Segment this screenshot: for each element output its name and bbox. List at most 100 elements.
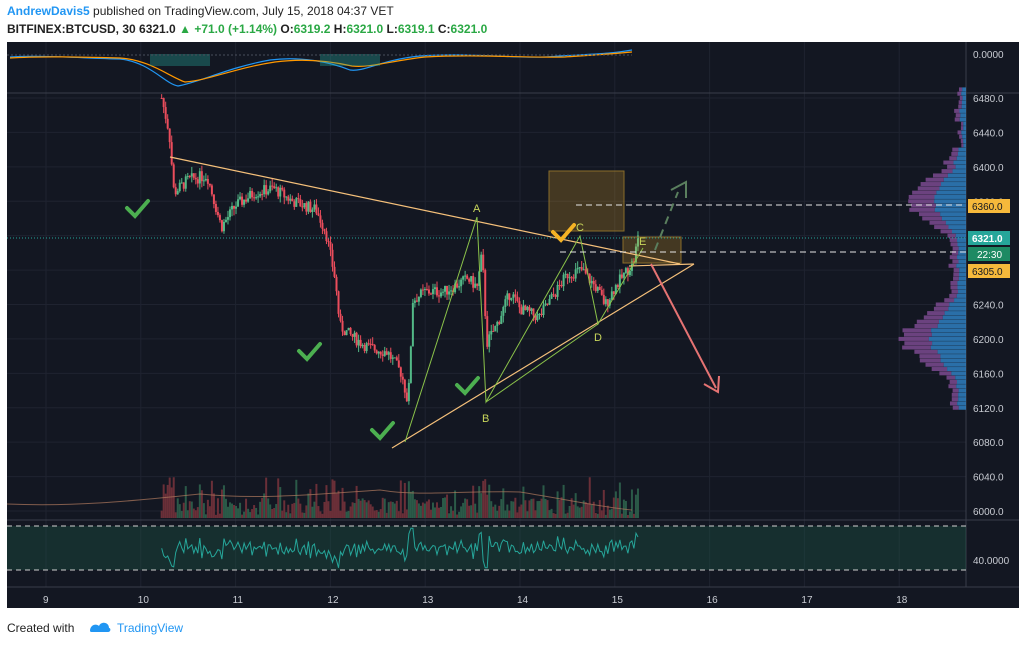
abcde-wave[interactable] xyxy=(404,216,644,443)
volume-profile-sell xyxy=(960,139,964,144)
candle-body xyxy=(241,196,244,205)
volume-profile-sell xyxy=(904,341,933,346)
volume-profile-sell xyxy=(947,233,956,238)
price-tick-label: 6200.0 xyxy=(973,335,1004,346)
volume-profile-buy xyxy=(958,397,966,402)
volume-bar xyxy=(562,484,565,518)
volume-bar xyxy=(435,502,438,518)
volume-bar xyxy=(554,513,557,518)
candle-body xyxy=(636,235,639,247)
volume-profile-buy xyxy=(963,139,966,144)
volume-bar xyxy=(375,510,378,518)
volume-profile-buy xyxy=(932,341,966,346)
volume-bar xyxy=(626,514,629,518)
volume-profile-sell xyxy=(959,134,963,139)
volume-profile-sell xyxy=(902,345,931,350)
candle-body xyxy=(387,352,390,355)
triangle-apex-line[interactable] xyxy=(628,263,695,267)
volume-bar xyxy=(220,489,223,518)
volume-bar xyxy=(313,501,316,518)
author-link[interactable]: AndrewDavis5 xyxy=(7,4,90,18)
candle-body xyxy=(405,392,408,402)
candle-body xyxy=(196,179,199,184)
candle-body xyxy=(530,308,533,311)
volume-profile-sell xyxy=(951,397,959,402)
volume-bar xyxy=(476,512,479,518)
candle-body xyxy=(602,294,605,304)
candle-body xyxy=(295,198,298,207)
candle-body xyxy=(500,315,503,324)
candle-body xyxy=(534,315,537,321)
candle-body xyxy=(327,241,330,243)
volume-bar xyxy=(194,510,197,518)
candle-body xyxy=(572,277,575,279)
volume-profile-buy xyxy=(955,233,966,238)
volume-bar xyxy=(588,477,591,518)
volume-profile-buy xyxy=(943,177,966,182)
volume-bar xyxy=(331,479,334,518)
volume-bar xyxy=(379,509,382,518)
candle-body xyxy=(357,339,360,346)
candle-body xyxy=(214,203,217,212)
supply-zone-box[interactable] xyxy=(548,170,625,232)
volume-bar xyxy=(634,494,637,518)
candle-body xyxy=(353,332,356,337)
descending-trendline[interactable] xyxy=(169,156,681,265)
volume-bar xyxy=(335,493,338,518)
volume-bar xyxy=(345,511,348,518)
tradingview-logo-icon[interactable] xyxy=(88,619,112,635)
candle-body xyxy=(433,287,436,290)
symbol-name[interactable]: BITFINEX:BTCUSD, 30 xyxy=(7,22,136,36)
volume-bar xyxy=(373,510,376,518)
volume-bar xyxy=(365,502,368,518)
volume-profile-sell xyxy=(919,354,941,359)
price-chart[interactable]: 0.0000 A B C D E 40. xyxy=(0,42,1024,610)
projection-down-arrow[interactable] xyxy=(650,263,717,389)
volume-profile-buy xyxy=(956,263,966,268)
tradingview-brand-link[interactable]: TradingView xyxy=(117,621,184,635)
target-zone-box[interactable] xyxy=(622,236,682,264)
candle-body xyxy=(397,360,400,368)
ascending-trendline[interactable] xyxy=(391,263,695,449)
candle-body xyxy=(482,254,485,271)
volume-bar xyxy=(212,493,215,518)
candle-body xyxy=(580,267,583,270)
volume-bar xyxy=(419,505,422,518)
time-tick-label: 13 xyxy=(422,595,434,606)
volume-bar xyxy=(277,478,280,518)
candle-body xyxy=(313,204,316,210)
volume-profile-buy xyxy=(962,134,966,139)
volume-profile-buy xyxy=(951,371,966,376)
candle-body xyxy=(333,266,336,277)
candle-body xyxy=(160,98,163,99)
chart-background xyxy=(7,42,1019,608)
candle-body xyxy=(383,351,386,356)
volume-bar xyxy=(482,480,485,518)
volume-bar xyxy=(550,508,553,518)
volume-bar xyxy=(170,487,173,518)
volume-bar xyxy=(291,503,294,518)
volume-profile-buy xyxy=(937,349,966,354)
projection-up-arrow[interactable] xyxy=(654,191,679,251)
volume-profile-sell xyxy=(947,164,956,169)
wave-support[interactable] xyxy=(485,323,599,403)
volume-bar xyxy=(486,494,489,518)
volume-bar xyxy=(271,508,274,518)
volume-bar xyxy=(245,498,248,518)
symbol-info: BITFINEX:BTCUSD, 30 6321.0 ▲ +71.0 (+1.1… xyxy=(7,22,487,36)
current-price-tag xyxy=(968,231,1010,245)
volume-bar xyxy=(257,514,260,518)
candle-body xyxy=(277,187,280,197)
volume-profile-sell xyxy=(950,242,958,247)
volume-profile-buy xyxy=(957,285,966,290)
volume-bar xyxy=(295,479,298,518)
candle-body xyxy=(206,178,209,184)
volume-profile-buy xyxy=(959,268,966,273)
time-axis[interactable]: 9 10 11 12 13 14 15 16 17 18 xyxy=(43,595,908,606)
volume-bar xyxy=(289,513,292,518)
volume-bar xyxy=(632,513,635,518)
price-tick-label: 6480.0 xyxy=(973,94,1004,105)
volume-profile-buy xyxy=(947,367,966,372)
volume-profile-buy xyxy=(958,147,966,152)
footer: Created with TradingView xyxy=(0,612,1024,645)
